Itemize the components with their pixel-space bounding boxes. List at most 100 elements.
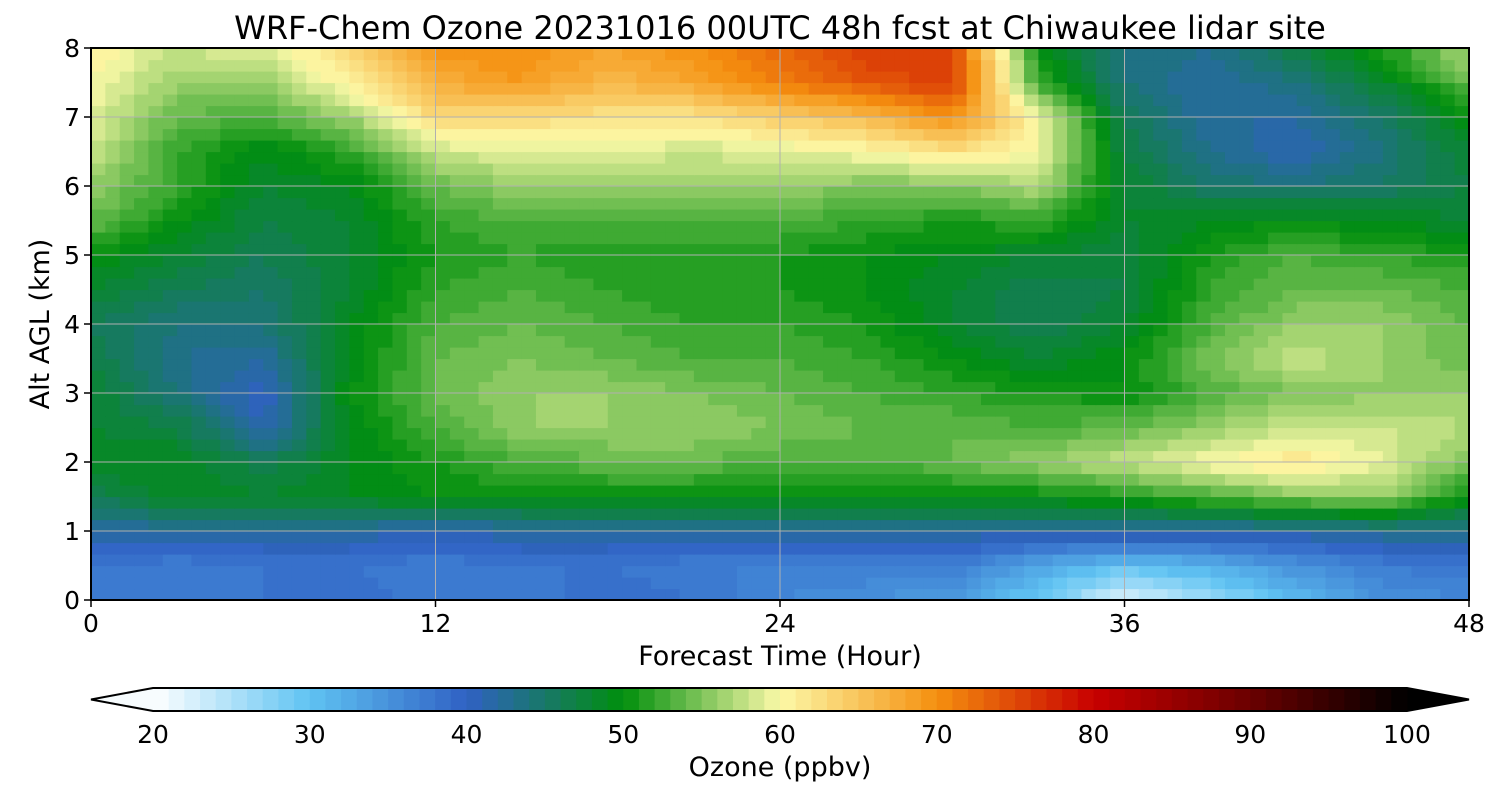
heatmap-cell xyxy=(1138,197,1154,210)
heatmap-cell xyxy=(1282,496,1298,509)
heatmap-cell xyxy=(306,312,322,325)
heatmap-cell xyxy=(995,347,1011,360)
heatmap-cell xyxy=(650,266,666,279)
heatmap-cell xyxy=(866,393,882,406)
heatmap-cell xyxy=(765,94,781,107)
heatmap-cell xyxy=(1210,519,1226,532)
heatmap-cell xyxy=(665,48,681,61)
heatmap-cell xyxy=(1153,427,1169,440)
heatmap-cell xyxy=(1411,312,1427,325)
heatmap-cell xyxy=(1440,59,1456,72)
heatmap-cell xyxy=(880,94,896,107)
heatmap-cell xyxy=(449,393,465,406)
heatmap-cell xyxy=(1339,554,1355,567)
heatmap-cell xyxy=(622,163,638,176)
heatmap-cell xyxy=(794,278,810,291)
heatmap-cell xyxy=(449,485,465,498)
heatmap-cell xyxy=(1411,186,1427,199)
heatmap-cell xyxy=(909,117,925,130)
heatmap-cell xyxy=(1382,163,1398,176)
heatmap-cell xyxy=(205,289,221,302)
heatmap-cell xyxy=(1052,197,1068,210)
heatmap-cell xyxy=(1454,151,1469,164)
heatmap-cell xyxy=(751,335,767,348)
heatmap-cell xyxy=(966,404,982,417)
heatmap-cell xyxy=(1454,531,1469,544)
heatmap-cell xyxy=(593,588,609,600)
heatmap-cell xyxy=(722,105,738,118)
heatmap-cell xyxy=(1009,301,1025,314)
heatmap-cell xyxy=(248,209,264,222)
heatmap-cell xyxy=(1167,554,1183,567)
heatmap-cell xyxy=(1067,94,1083,107)
colorbar-swatch xyxy=(1359,688,1377,711)
heatmap-cell xyxy=(464,232,480,245)
heatmap-cell xyxy=(320,347,336,360)
heatmap-cell xyxy=(1110,324,1126,337)
heatmap-cell xyxy=(521,462,537,475)
heatmap-cell xyxy=(751,82,767,95)
y-tick-label: 8 xyxy=(64,34,80,63)
heatmap-cell xyxy=(234,416,250,429)
heatmap-cell xyxy=(1296,163,1312,176)
heatmap-cell xyxy=(1052,462,1068,475)
heatmap-cell xyxy=(1138,174,1154,187)
heatmap-cell xyxy=(1282,48,1298,61)
heatmap-cell xyxy=(880,71,896,84)
heatmap-cell xyxy=(1110,473,1126,486)
heatmap-cell xyxy=(1181,278,1197,291)
heatmap-cell xyxy=(564,381,580,394)
heatmap-cell xyxy=(1095,289,1111,302)
heatmap-cell xyxy=(234,128,250,141)
heatmap-cell xyxy=(478,404,494,417)
colorbar-swatch xyxy=(1328,688,1345,711)
heatmap-cell xyxy=(492,312,508,325)
heatmap-cell xyxy=(535,427,551,440)
heatmap-cell xyxy=(1024,439,1039,452)
heatmap-cell xyxy=(335,577,350,590)
heatmap-cell xyxy=(234,404,250,417)
heatmap-cell xyxy=(1210,531,1226,544)
heatmap-cell xyxy=(1382,48,1398,61)
heatmap-cell xyxy=(1282,577,1298,590)
heatmap-cell xyxy=(708,82,724,95)
heatmap-cell xyxy=(1253,358,1269,371)
heatmap-cell xyxy=(665,128,681,141)
heatmap-cell xyxy=(320,186,336,199)
heatmap-cell xyxy=(1339,140,1355,153)
heatmap-cell xyxy=(1325,278,1341,291)
heatmap-cell xyxy=(220,209,236,222)
heatmap-cell xyxy=(134,554,150,567)
heatmap-cell xyxy=(1239,151,1255,164)
colorbar-swatch xyxy=(936,688,953,711)
heatmap-cell xyxy=(1253,82,1269,95)
heatmap-cell xyxy=(708,278,724,291)
heatmap-cell xyxy=(937,117,953,130)
heatmap-cell xyxy=(607,128,623,141)
heatmap-cell xyxy=(1110,404,1126,417)
heatmap-cell xyxy=(1425,289,1441,302)
heatmap-cell xyxy=(478,186,494,199)
heatmap-cell xyxy=(1081,531,1097,544)
heatmap-cell xyxy=(1024,324,1039,337)
heatmap-cell xyxy=(263,163,279,176)
heatmap-cell xyxy=(866,220,882,233)
heatmap-cell xyxy=(535,278,551,291)
heatmap-cell xyxy=(1425,312,1441,325)
heatmap-cell xyxy=(1253,105,1269,118)
heatmap-cell xyxy=(1411,347,1427,360)
heatmap-cell xyxy=(823,59,839,72)
heatmap-cell xyxy=(1253,565,1269,578)
heatmap-cell xyxy=(650,565,666,578)
heatmap-cell xyxy=(492,496,508,509)
heatmap-cell xyxy=(1067,117,1083,130)
heatmap-cell xyxy=(291,439,307,452)
heatmap-cell xyxy=(263,565,279,578)
heatmap-cell xyxy=(665,232,681,245)
heatmap-cell xyxy=(937,370,953,383)
heatmap-cell xyxy=(406,128,422,141)
heatmap-cell xyxy=(191,370,207,383)
heatmap-cell xyxy=(794,485,810,498)
heatmap-cell xyxy=(751,312,767,325)
heatmap-cell xyxy=(851,151,867,164)
